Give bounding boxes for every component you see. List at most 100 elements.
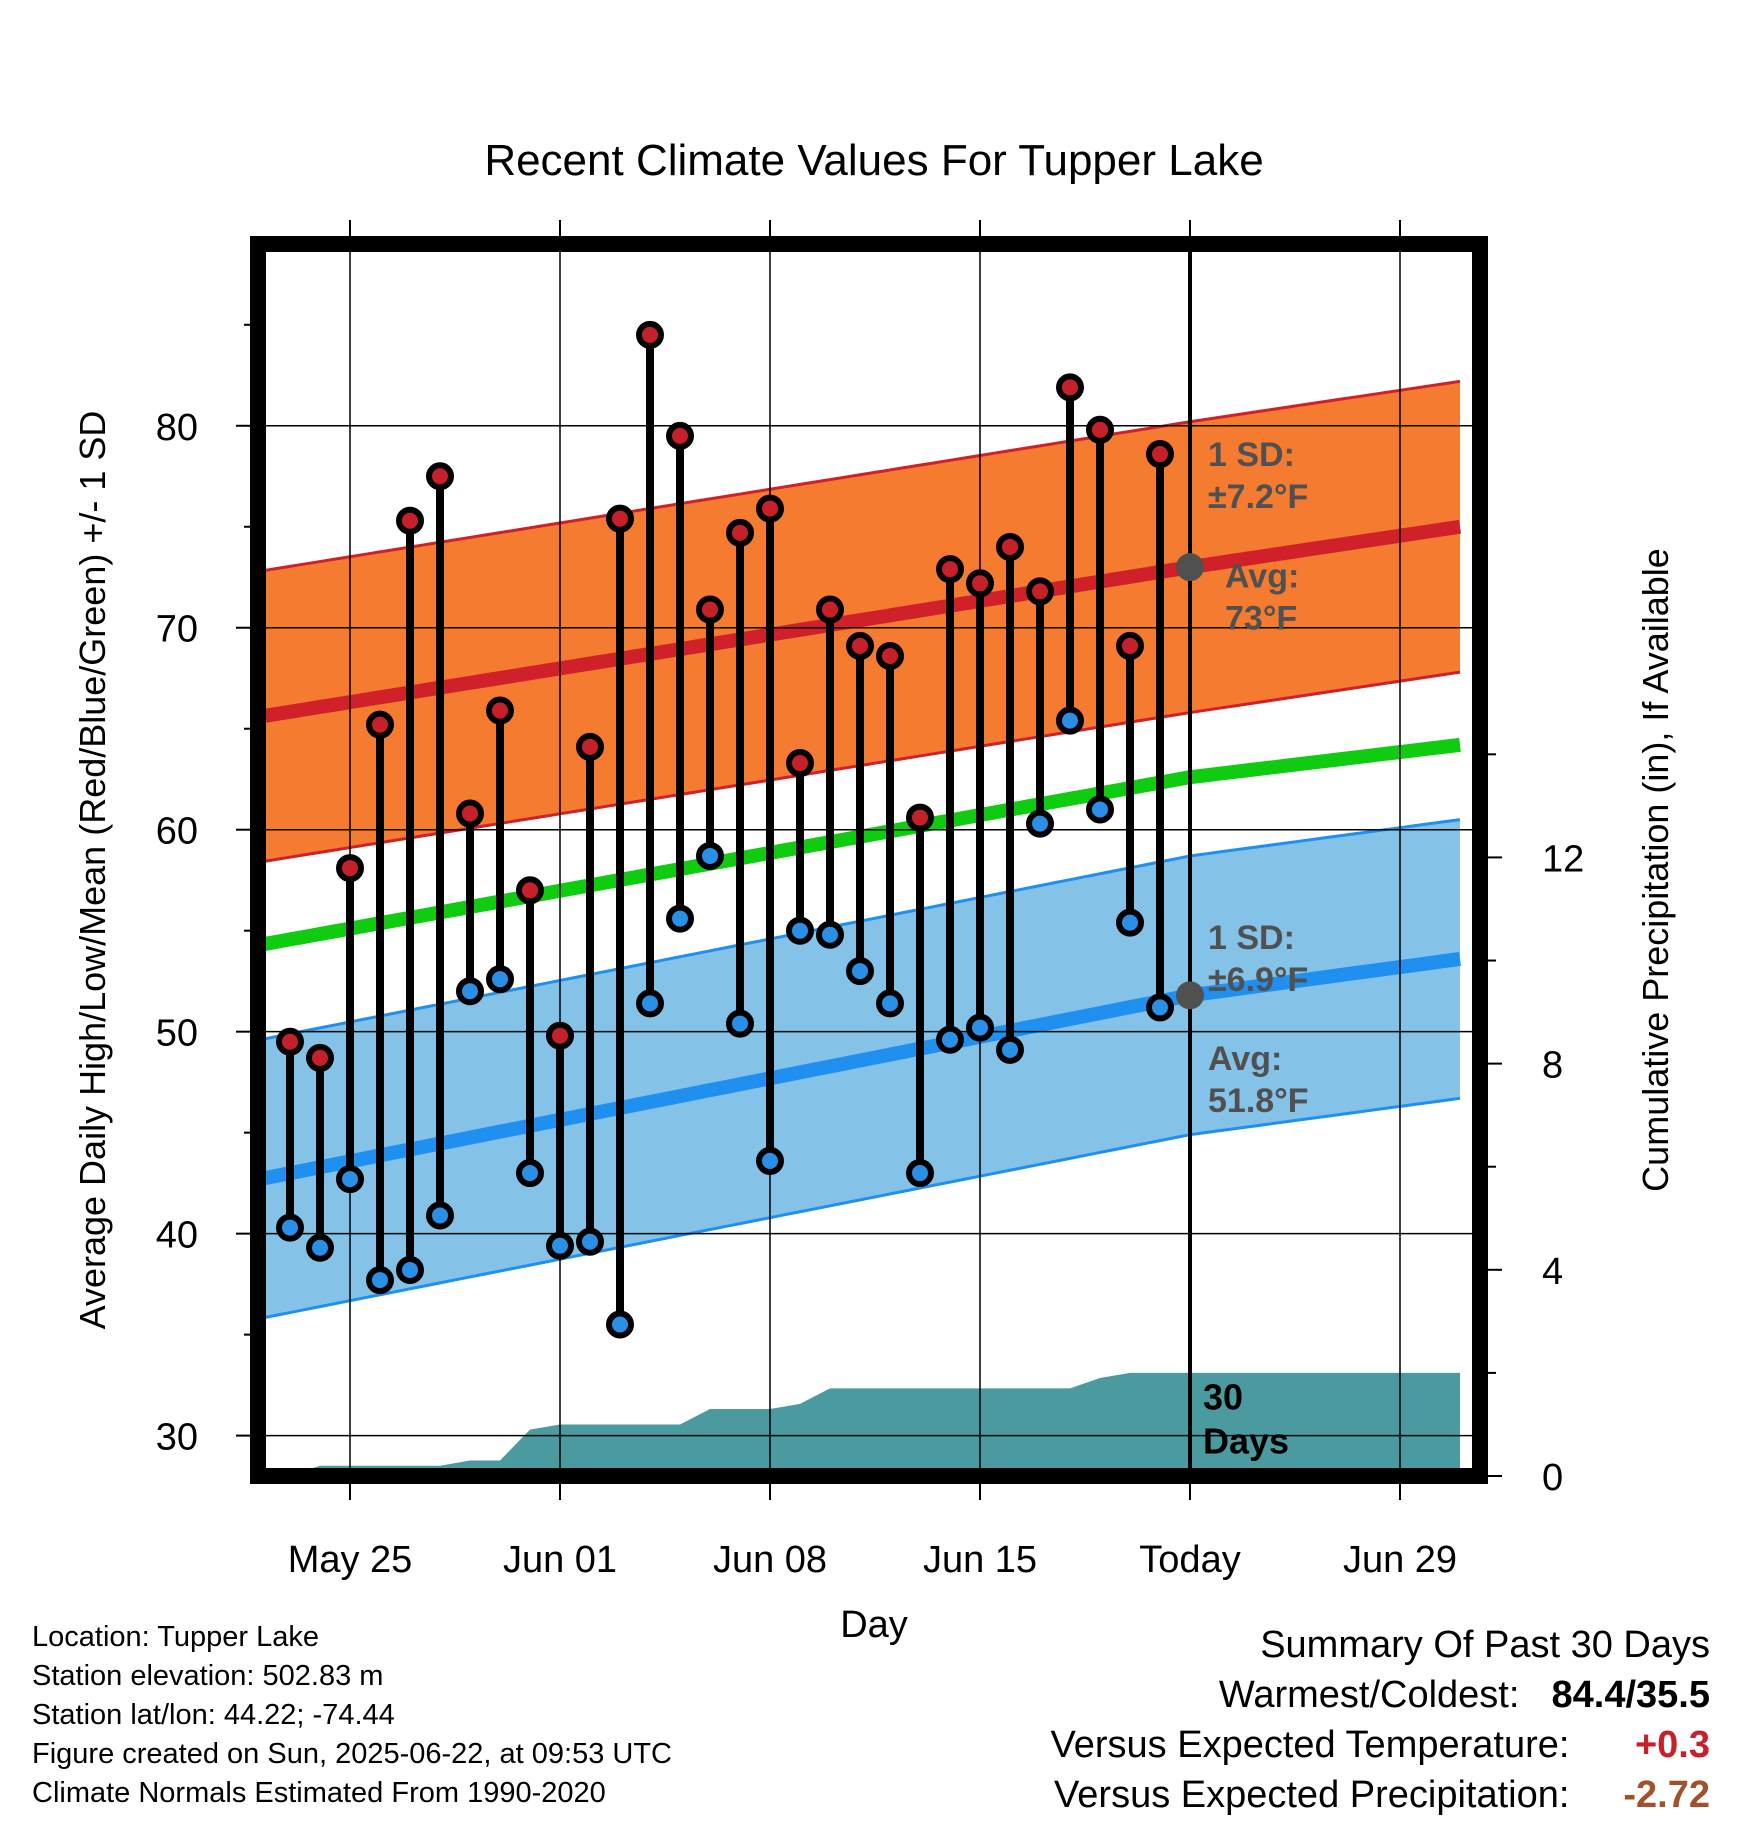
low-point [336,1165,364,1194]
high-point [576,732,604,761]
plot-area: 1 SD: ±7.2°F Avg: 73°F 1 SD: ±6.9°F Avg: 51.8°F… [156,220,1584,1581]
low-point [1086,795,1114,824]
low-point [786,916,814,945]
low-point [1056,706,1084,735]
high-point [696,595,724,624]
low-point [996,1035,1024,1064]
low-point [426,1201,454,1230]
high-point [1056,373,1084,402]
summary-panel: Summary Of Past 30 Days Warmest/Coldest:… [1051,1620,1710,1820]
low-point [816,920,844,949]
avg-high-label-line: Avg: [1225,557,1299,595]
low-point [936,1025,964,1054]
high-point [906,803,934,832]
high-point [336,854,364,883]
high-point [366,710,394,739]
y-tick-label: 70 [156,609,198,651]
low-point [756,1146,784,1175]
high-point [1116,631,1144,660]
y-tick-label: 30 [156,1417,198,1459]
y2-tick-label: 0 [1542,1457,1563,1499]
low-point [636,989,664,1018]
low-point [1026,809,1054,838]
x-tick-label: Today [1139,1539,1240,1581]
low-point [486,965,514,994]
high-point [546,1021,574,1050]
sd-low-label-line: 1 SD: [1208,919,1295,957]
plot-inner: 1 SD: ±7.2°F Avg: 73°F 1 SD: ±6.9°F Avg: 51.8°F… [258,244,1480,1476]
avg-low-line [258,952,1461,1186]
high-point [1086,415,1114,444]
station-info: Location: Tupper Lake Station elevation:… [32,1618,672,1813]
high-point [1146,440,1174,469]
plot-frame [250,236,1488,1484]
elevation-text: Station elevation: 502.83 m [32,1660,384,1692]
today-avg-low-marker [1176,981,1204,1010]
extremes-value: 84.4/35.5 [1551,1674,1710,1716]
high-point [816,595,844,624]
y-tick-label: 40 [156,1215,198,1257]
y-axis-label: Average Daily High/Low/Mean (Red/Blue/Gr… [72,411,113,1330]
x-tick-label: Jun 01 [503,1539,617,1581]
latlon-text: Station lat/lon: 44.22; -74.44 [32,1699,395,1731]
avg-low-label-line: Avg: [1208,1040,1282,1078]
low-point [516,1159,544,1188]
normals-text: Climate Normals Estimated From 1990-2020 [32,1777,606,1809]
location-text: Location: Tupper Lake [32,1621,319,1653]
y2-tick-label: 4 [1542,1251,1563,1293]
x-tick-label: Jun 08 [713,1539,827,1581]
y-tick-label: 50 [156,1013,198,1055]
low-point [726,1009,754,1038]
y-tick-label: 80 [156,407,198,449]
sd-high-label: 1 SD: ±7.2°F [1208,436,1308,516]
avg-high-line [258,519,1462,724]
extremes-label: Warmest/Coldest: [1218,1674,1520,1716]
sd-high-label-line: 1 SD: [1208,436,1295,474]
low-point [696,841,724,870]
low-point [666,904,694,933]
x-axis-label: Day [840,1604,908,1646]
high-point [456,799,484,828]
temp-value: +0.3 [1634,1724,1710,1766]
high-point [426,462,454,491]
summary-temp: Versus Expected Temperature: +0.3 [1051,1720,1710,1770]
x-tick-label: May 25 [288,1539,413,1581]
low-point [906,1159,934,1188]
y2-tick-label: 8 [1542,1045,1563,1087]
sd-low-label: 1 SD: ±6.9°F [1208,919,1308,999]
high-point [966,569,994,598]
summary-extremes: Warmest/Coldest: 84.4/35.5 [1051,1670,1710,1720]
high-point [846,631,874,660]
x-tick-label: Jun 29 [1343,1539,1457,1581]
low-point [306,1233,334,1262]
y-tick-label: 60 [156,811,198,853]
low-point [276,1213,304,1242]
precip-days-label-line: Days [1203,1420,1289,1461]
precipitation-area [290,1372,1460,1476]
low-sd-band-lower-edge [259,1096,1461,1320]
y2-tick-label: 12 [1542,838,1584,880]
precip-label: Versus Expected Precipitation: [1054,1774,1570,1816]
created-text: Figure created on Sun, 2025-06-22, at 09… [32,1738,672,1770]
high-point [996,532,1024,561]
avg-low-label-line: 51.8°F [1208,1082,1309,1120]
high-point [876,642,904,671]
high-point [1026,577,1054,606]
high-point [516,876,544,905]
precip-days-label: 30 Days [1203,1376,1289,1461]
sd-high-label-line: ±7.2°F [1208,478,1308,516]
avg-high-label: Avg: 73°F [1225,557,1299,637]
avg-low-label: Avg: 51.8°F [1208,1040,1309,1120]
high-point [936,555,964,584]
today-avg-high-marker [1176,553,1204,582]
high-point [486,696,514,725]
high-point [666,421,694,450]
low-point [576,1227,604,1256]
high-point [306,1043,334,1072]
low-point [366,1266,394,1295]
y2-axis-label: Cumulative Precipitation (in), If Availa… [1635,548,1676,1192]
avg-high-label-line: 73°F [1225,599,1297,637]
low-point [1116,908,1144,937]
summary-heading: Summary Of Past 30 Days [1260,1624,1710,1666]
